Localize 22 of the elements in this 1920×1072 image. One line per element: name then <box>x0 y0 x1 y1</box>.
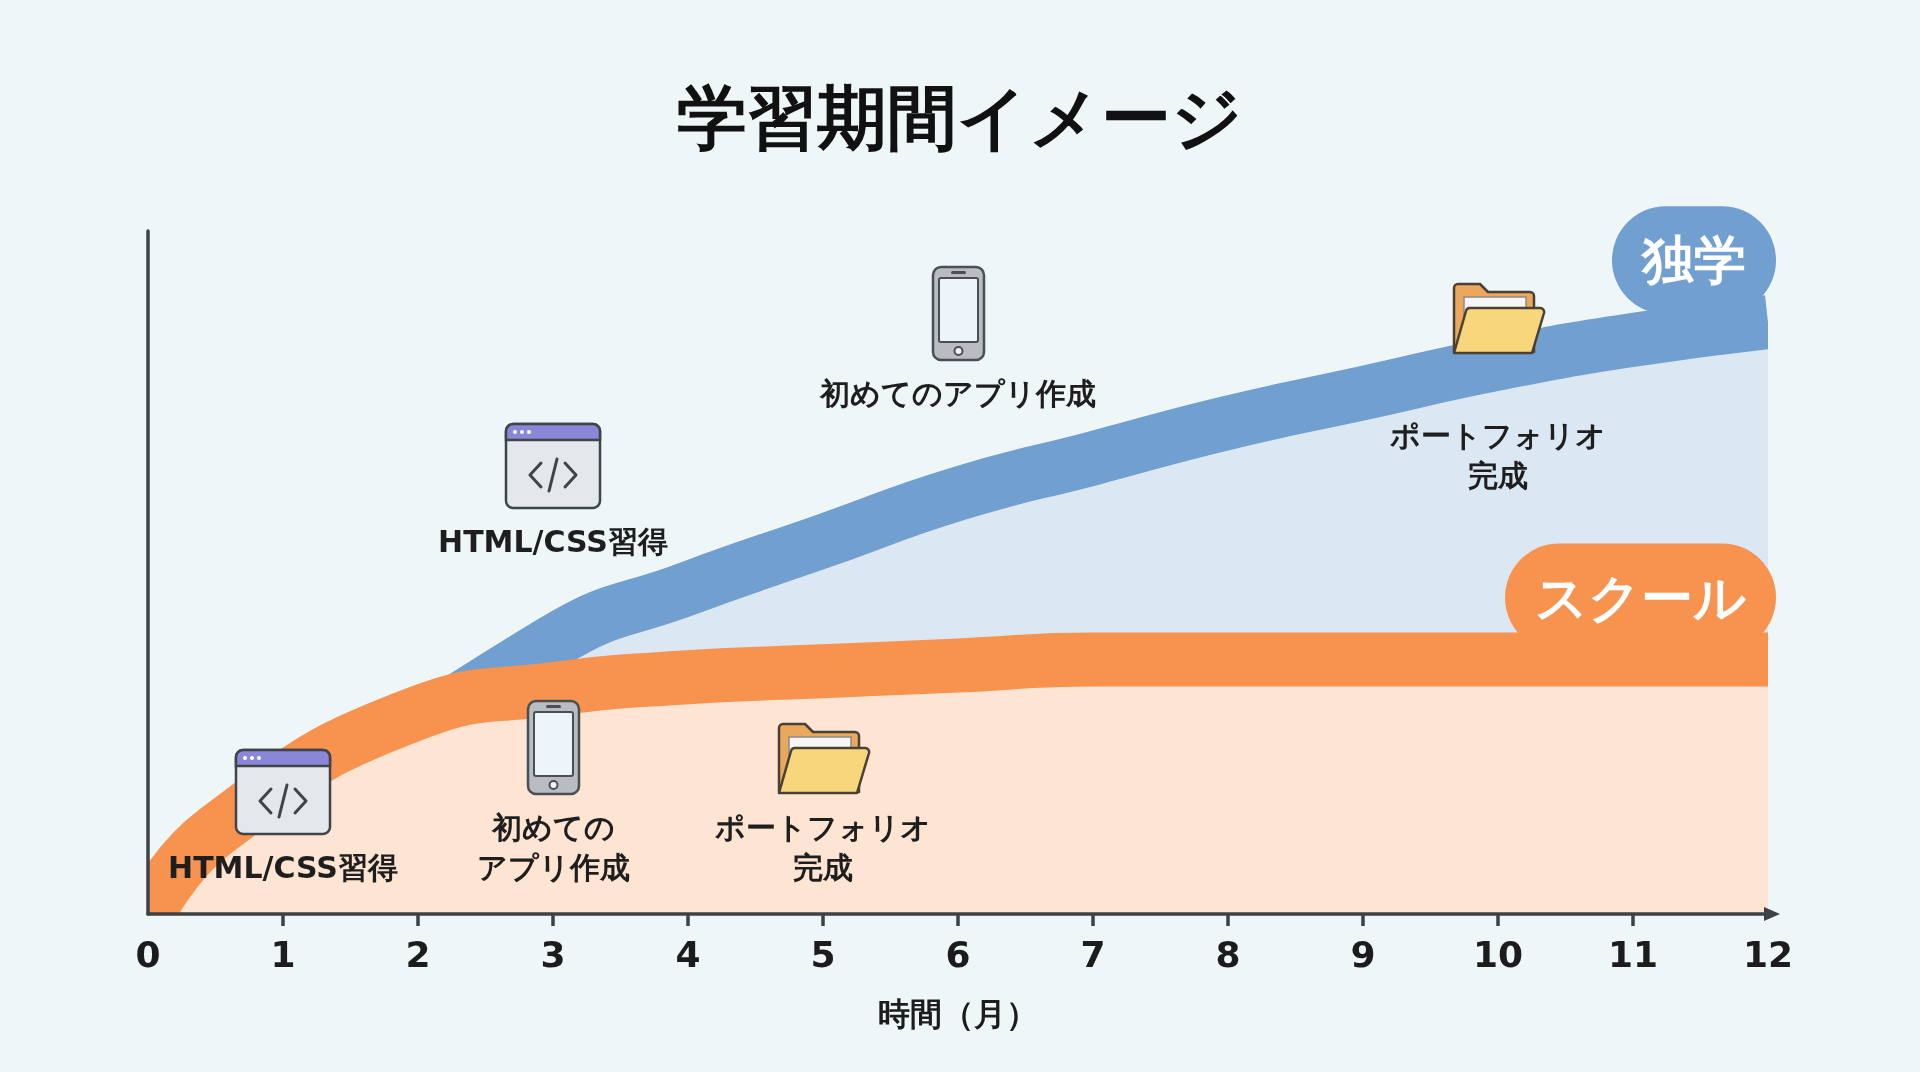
annotation: HTML/CSS習得 <box>438 522 668 561</box>
x-tick-label: 7 <box>1080 933 1106 975</box>
x-tick-label: 1 <box>270 933 296 975</box>
annotation: ポートフォリオ完成 <box>1390 416 1606 495</box>
x-tick-label: 2 <box>405 933 431 975</box>
x-tick-label: 6 <box>945 933 971 975</box>
x-tick-label: 12 <box>1742 933 1794 975</box>
x-tick-label: 5 <box>810 933 836 975</box>
chart-title: 学習期間イメージ <box>677 77 1243 159</box>
x-tick-label: 11 <box>1607 933 1659 975</box>
x-tick-label: 0 <box>135 933 161 975</box>
x-tick-label: 8 <box>1215 933 1241 975</box>
series-label: スクール <box>1535 567 1746 628</box>
series-label: 独学 <box>1640 230 1746 291</box>
x-tick-label: 4 <box>675 933 701 975</box>
annotation: 初めてのアプリ作成 <box>820 374 1096 413</box>
x-axis-title: 時間（月） <box>878 995 1038 1033</box>
annotation: ポートフォリオ完成 <box>715 809 931 887</box>
annotation: 初めてのアプリ作成 <box>476 809 630 887</box>
x-tick-label: 3 <box>540 933 566 975</box>
x-tick-label: 10 <box>1472 933 1524 975</box>
x-tick-label: 9 <box>1350 933 1376 975</box>
